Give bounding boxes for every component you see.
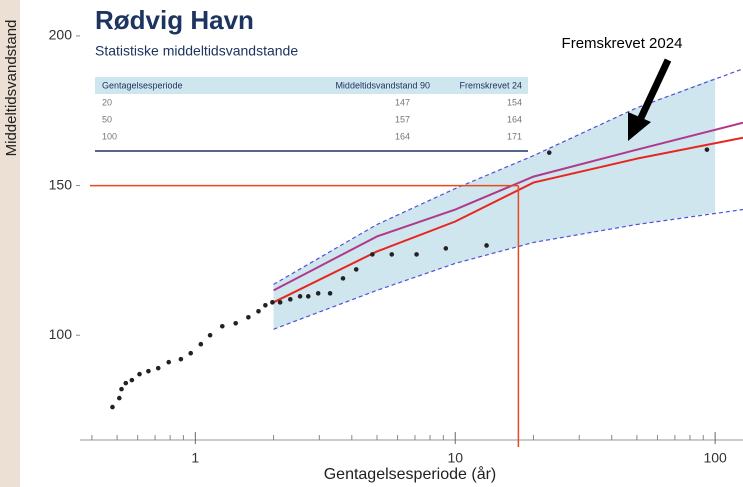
table-cell: 147 — [395, 97, 410, 107]
arrow-shaft — [636, 58, 672, 122]
point — [297, 294, 303, 299]
inset-title: Rødvig Havn — [95, 5, 254, 35]
point — [484, 243, 489, 248]
x-axis-label: Gentagelsesperiode (år) — [324, 465, 497, 483]
y-tick-label: 200 — [49, 27, 73, 43]
x-tick-label: 10 — [447, 450, 463, 466]
table-cell: 157 — [395, 114, 410, 124]
point — [288, 297, 293, 302]
table-header: Fremskrevet 24 — [459, 80, 522, 90]
table-cell: 164 — [507, 114, 522, 124]
point — [178, 356, 184, 362]
line — [273, 121, 743, 292]
table-cell: 171 — [507, 131, 522, 141]
point — [219, 323, 225, 329]
point — [166, 359, 172, 365]
inset-subtitle: Statistiske middeltidsvandstande — [95, 43, 298, 59]
point — [315, 291, 321, 296]
y-axis-label: Middeltidsvandstand — [3, 20, 20, 157]
dashed-line — [273, 68, 743, 285]
table-header: Gentagelsesperiode — [102, 80, 183, 90]
table-header-bg — [95, 77, 528, 94]
point — [270, 300, 275, 305]
point — [146, 368, 151, 374]
annotation: Fremskrevet 2024 — [562, 35, 683, 52]
arrow-head — [628, 112, 651, 141]
dashed-line — [273, 208, 743, 330]
point — [277, 300, 283, 305]
point — [414, 252, 419, 257]
point — [233, 320, 238, 326]
point — [155, 365, 161, 371]
y-tick-label: 150 — [49, 176, 73, 192]
point — [263, 303, 268, 308]
point — [340, 276, 346, 281]
point — [353, 267, 359, 272]
table-cell: 50 — [102, 114, 112, 124]
point — [389, 252, 395, 257]
point — [546, 150, 552, 155]
x-tick-label: 100 — [703, 450, 727, 466]
table-header: Middeltidsvandstand 90 — [335, 80, 430, 90]
x-tick-label: 1 — [191, 450, 199, 466]
point — [188, 350, 194, 356]
y-tick-label: 100 — [49, 326, 73, 342]
point — [137, 371, 142, 377]
point — [246, 314, 251, 320]
point — [123, 380, 129, 386]
table-cell: 20 — [102, 97, 112, 107]
table-cell: 100 — [102, 131, 117, 141]
point — [370, 252, 375, 257]
point — [119, 386, 124, 392]
point — [704, 147, 710, 152]
confidence-band — [273, 77, 716, 330]
point — [129, 377, 135, 383]
point — [443, 246, 449, 251]
table-cell: 164 — [395, 131, 410, 141]
point — [117, 395, 122, 401]
table-cell: 154 — [507, 97, 522, 107]
point — [110, 404, 115, 410]
point — [256, 308, 261, 314]
point — [327, 291, 333, 296]
point — [305, 294, 311, 299]
line — [273, 136, 743, 304]
point — [207, 332, 213, 338]
point — [198, 341, 204, 347]
